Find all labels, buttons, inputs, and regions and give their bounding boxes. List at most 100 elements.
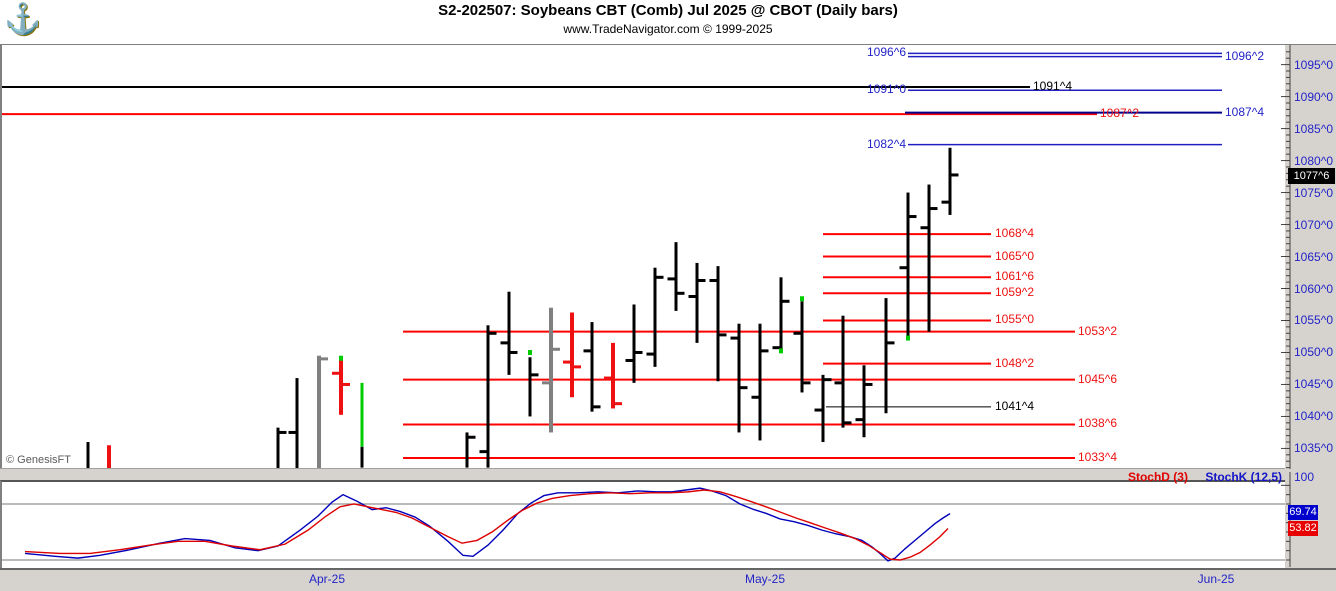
open-tick	[751, 395, 759, 399]
price-bar	[276, 427, 280, 468]
panel-splitter[interactable]	[0, 468, 1285, 481]
price-bar	[653, 267, 657, 367]
signal-dot	[779, 348, 783, 354]
open-tick	[288, 430, 296, 434]
price-bar	[758, 323, 762, 441]
close-tick	[824, 378, 832, 382]
price-bar	[317, 355, 321, 468]
close-tick	[782, 299, 790, 303]
price-bar	[800, 301, 804, 393]
price-bar	[611, 342, 615, 409]
open-tick	[563, 360, 570, 364]
price-bar	[549, 307, 553, 433]
open-tick	[834, 381, 842, 385]
close-tick	[574, 365, 581, 369]
open-tick	[583, 349, 591, 353]
price-bar-tail	[360, 446, 364, 468]
stoch-line	[24, 487, 951, 562]
open-tick	[899, 266, 907, 270]
close-tick	[803, 381, 811, 385]
signal-dot	[528, 349, 532, 355]
price-bar	[107, 445, 111, 468]
price-bar	[295, 378, 299, 468]
price-bar	[716, 266, 720, 382]
close-tick	[615, 402, 622, 406]
open-tick	[793, 331, 801, 335]
price-bar	[695, 262, 699, 343]
price-bar	[486, 325, 490, 468]
close-tick	[593, 405, 601, 409]
close-tick	[865, 382, 873, 386]
title-divider	[0, 44, 1336, 45]
open-tick	[604, 376, 611, 380]
price-bar	[779, 277, 783, 350]
signal-dot	[800, 296, 804, 302]
close-tick	[909, 215, 917, 219]
sextant-logo-icon: ⚓	[4, 3, 42, 36]
price-bar	[86, 442, 90, 468]
price-bar	[821, 374, 825, 443]
price-bar	[674, 242, 678, 311]
close-tick	[321, 357, 328, 361]
price-bar	[339, 360, 343, 415]
open-tick	[625, 358, 633, 362]
time-axis-strip[interactable]	[0, 568, 1336, 591]
stoch-line	[24, 489, 949, 561]
open-tick	[500, 341, 508, 345]
price-bar	[884, 298, 888, 414]
close-tick	[951, 173, 959, 177]
open-tick	[709, 279, 717, 283]
open-tick	[667, 277, 675, 281]
signal-dot	[906, 335, 910, 341]
open-tick	[479, 450, 487, 454]
close-tick	[698, 279, 706, 283]
price-bar	[590, 322, 594, 412]
chart-subtitle: www.TradeNavigator.com © 1999-2025	[563, 22, 773, 36]
close-tick	[468, 435, 476, 439]
close-tick	[343, 382, 350, 386]
price-bar	[465, 432, 469, 468]
open-tick	[646, 352, 654, 356]
close-tick	[489, 331, 497, 335]
open-tick	[542, 381, 549, 385]
title-band: ⚓ S2-202507: Soybeans CBT (Comb) Jul 202…	[0, 0, 1336, 44]
close-tick	[719, 333, 727, 337]
open-tick	[941, 200, 949, 204]
open-tick	[920, 226, 928, 230]
price-bar	[737, 323, 741, 433]
price-bar	[906, 192, 910, 337]
price-bar	[528, 357, 532, 417]
open-tick	[730, 336, 738, 340]
close-tick	[930, 207, 938, 211]
close-tick	[553, 347, 560, 351]
close-tick	[677, 291, 685, 295]
stochastic-panel[interactable]	[0, 480, 1285, 568]
price-bar	[632, 304, 636, 383]
close-tick	[510, 350, 518, 354]
price-chart-panel[interactable]	[0, 45, 1285, 468]
open-tick	[855, 418, 863, 422]
price-bar	[948, 147, 952, 215]
close-tick	[740, 386, 748, 390]
close-tick	[531, 373, 539, 377]
price-bar	[360, 382, 364, 447]
signal-dot	[339, 355, 343, 361]
open-tick	[772, 346, 780, 350]
price-bar	[927, 184, 931, 332]
price-bar	[841, 315, 845, 428]
close-tick	[279, 430, 287, 434]
close-tick	[761, 349, 769, 353]
price-bar	[862, 365, 866, 438]
open-tick	[688, 295, 696, 299]
close-tick	[844, 421, 852, 425]
price-axis-strip[interactable]	[1285, 45, 1336, 568]
close-tick	[635, 350, 643, 354]
price-bar	[570, 312, 574, 398]
chart-title: S2-202507: Soybeans CBT (Comb) Jul 2025 …	[438, 2, 898, 19]
close-tick	[656, 275, 664, 279]
price-bar	[507, 291, 511, 375]
open-tick	[814, 408, 822, 412]
close-tick	[887, 341, 895, 345]
